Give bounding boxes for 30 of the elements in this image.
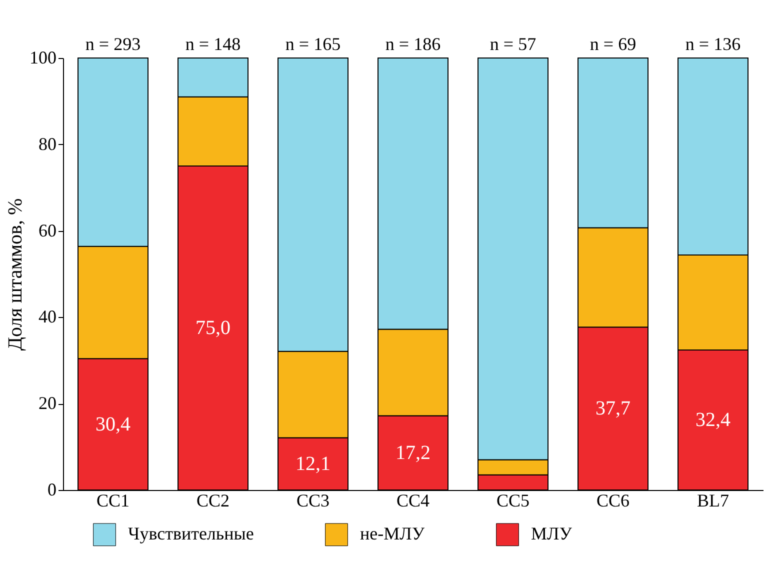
y-tick-label: 80 — [38, 134, 56, 154]
x-tick-label: BL7 — [696, 490, 730, 510]
y-tick-label: 20 — [38, 393, 56, 414]
legend-label: Чувствительные — [128, 524, 254, 544]
x-tick-label: CC5 — [496, 490, 530, 510]
data-label: 32,4 — [696, 409, 730, 432]
y-axis-title: Доля штаммов, % — [4, 198, 26, 351]
y-tick-label: 60 — [38, 220, 56, 240]
legend-label: МЛУ — [531, 524, 572, 544]
x-tick-label: CC6 — [596, 490, 630, 510]
data-label: 75,0 — [196, 317, 230, 339]
data-label: 17,2 — [396, 442, 430, 464]
legend-label: не-МЛУ — [360, 524, 425, 544]
y-tick-label: 100 — [30, 48, 56, 68]
x-tick-label: CC4 — [396, 490, 430, 510]
annotation: n = 293 — [85, 34, 141, 54]
y-tick-label: 0 — [48, 480, 56, 500]
data-label: 12,1 — [296, 452, 330, 475]
annotation: n = 165 — [285, 34, 341, 54]
annotation: n = 186 — [385, 34, 441, 54]
data-label: 37,7 — [596, 398, 630, 420]
annotation: n = 136 — [685, 34, 741, 54]
x-tick-label: CC1 — [96, 490, 130, 510]
data-label: 30,4 — [96, 413, 130, 436]
annotation: n = 148 — [185, 34, 241, 54]
x-tick-label: CC3 — [296, 490, 330, 510]
x-tick-label: CC2 — [196, 490, 230, 510]
annotation: n = 57 — [490, 34, 536, 54]
annotation: n = 69 — [590, 34, 636, 54]
y-tick-label: 40 — [38, 306, 56, 327]
